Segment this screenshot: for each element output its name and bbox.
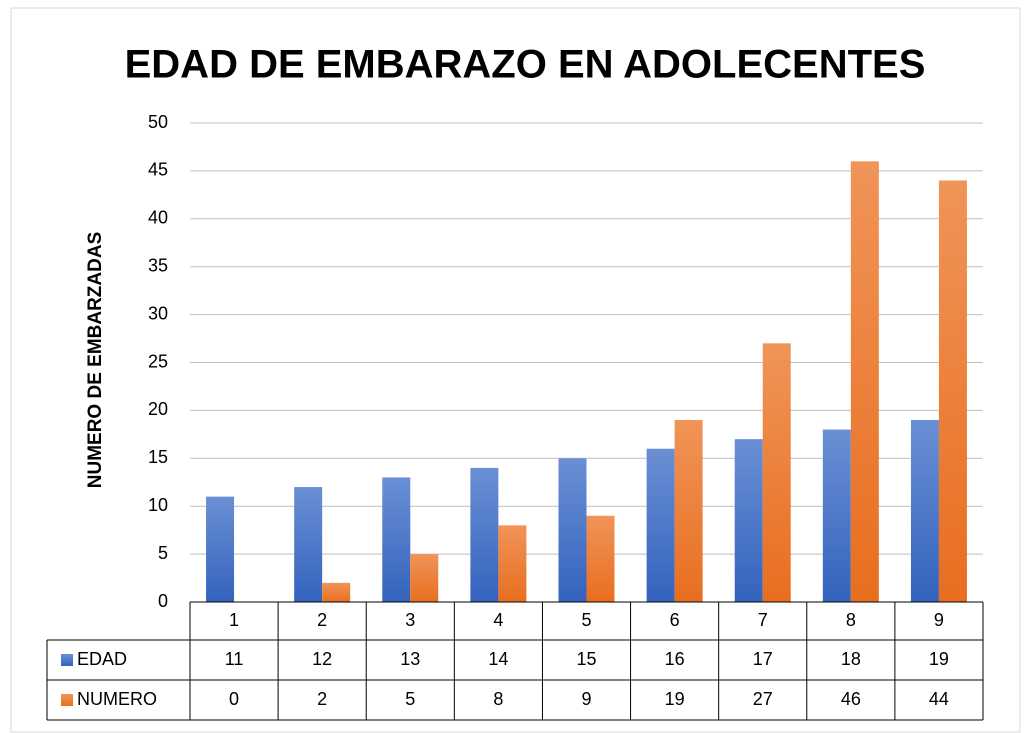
x-tick-label: 1 [229, 610, 239, 630]
bar [294, 487, 323, 602]
table-value: 44 [929, 689, 949, 709]
table-value: 17 [753, 649, 773, 669]
table-value: 5 [405, 689, 415, 709]
y-tick-label: 10 [148, 495, 168, 515]
legend-swatch [61, 694, 73, 706]
table-value: 0 [229, 689, 239, 709]
table-value: 46 [841, 689, 861, 709]
table-value: 27 [753, 689, 773, 709]
chart-title: EDAD DE EMBARAZO EN ADOLECENTES [125, 43, 926, 87]
y-tick-label: 30 [148, 303, 168, 323]
bar [410, 554, 439, 602]
y-tick-label: 20 [148, 399, 168, 419]
y-tick-label: 35 [148, 255, 168, 275]
x-tick-label: 2 [317, 610, 327, 630]
y-tick-label: 50 [148, 112, 168, 132]
x-tick-label: 6 [670, 610, 680, 630]
y-tick-label: 40 [148, 208, 168, 228]
table-value: 13 [400, 649, 420, 669]
table-value: 19 [929, 649, 949, 669]
x-tick-label: 9 [934, 610, 944, 630]
table-value: 8 [493, 689, 503, 709]
x-tick-label: 8 [846, 610, 856, 630]
bar [850, 161, 879, 602]
bar [382, 477, 411, 602]
legend-label: EDAD [77, 649, 127, 669]
table-value: 16 [665, 649, 685, 669]
legend-label: NUMERO [77, 689, 157, 709]
x-tick-label: 4 [493, 610, 503, 630]
x-tick-label: 7 [758, 610, 768, 630]
bar [674, 419, 703, 602]
table-value: 12 [312, 649, 332, 669]
bar [938, 180, 967, 603]
bar [762, 343, 791, 602]
table-value: 2 [317, 689, 327, 709]
legend-swatch [61, 654, 73, 666]
table-value: 11 [225, 649, 244, 669]
y-tick-label: 5 [158, 543, 168, 563]
bar [470, 467, 499, 602]
y-tick-label: 25 [148, 351, 168, 371]
x-tick-label: 3 [405, 610, 415, 630]
table-value: 19 [665, 689, 685, 709]
bar [498, 525, 527, 602]
bar [558, 458, 587, 602]
y-axis-label: NUMERO DE EMBARZADAS [85, 232, 106, 489]
table-value: 18 [841, 649, 861, 669]
bar [586, 515, 615, 602]
y-tick-label: 45 [148, 160, 168, 180]
bar [646, 448, 675, 602]
table-value: 9 [581, 689, 591, 709]
table-value: 14 [488, 649, 508, 669]
bar [910, 419, 939, 602]
x-tick-label: 5 [581, 610, 591, 630]
y-tick-label: 15 [148, 447, 168, 467]
bar [206, 496, 235, 602]
bar [322, 582, 351, 602]
table-value: 15 [576, 649, 596, 669]
bar [822, 429, 851, 602]
y-tick-label: 0 [158, 591, 168, 611]
bar [734, 439, 763, 602]
